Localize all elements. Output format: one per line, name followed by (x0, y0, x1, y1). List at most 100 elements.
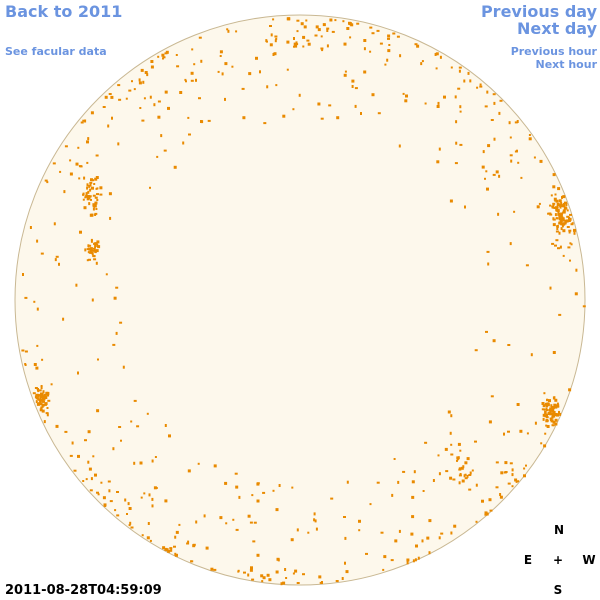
facula-speck (552, 203, 555, 207)
facula-speck (77, 146, 80, 149)
facula-speck (561, 217, 565, 221)
facula-speck (392, 32, 396, 35)
facula-speck (443, 95, 446, 99)
facula-speck (360, 112, 362, 115)
facula-speck (50, 383, 53, 386)
facula-speck (79, 165, 83, 168)
facula-speck (544, 402, 548, 406)
facula-speck (326, 29, 329, 32)
facula-speck (90, 178, 93, 182)
facula-speck (396, 35, 400, 38)
facula-speck (200, 120, 202, 123)
facula-speck (458, 474, 462, 477)
previous-day-link[interactable]: Previous day (480, 2, 597, 21)
facula-speck (141, 534, 144, 537)
facula-speck (334, 19, 337, 22)
facula-speck (302, 45, 305, 48)
facular-data-link[interactable]: See facular data (5, 45, 107, 58)
facula-speck (455, 141, 458, 145)
facula-speck (138, 81, 142, 85)
facula-speck (508, 121, 511, 125)
facula-speck (41, 404, 44, 408)
facula-speck (391, 493, 394, 497)
facula-speck (376, 481, 380, 484)
facula-speck (533, 156, 536, 159)
facula-speck (331, 30, 335, 33)
facula-speck (270, 33, 273, 37)
back-link[interactable]: Back to 2011 (5, 2, 123, 21)
facula-speck (118, 98, 122, 101)
facula-speck (438, 147, 441, 151)
facula-speck (153, 103, 156, 107)
facula-speck (96, 244, 99, 247)
facula-speck (550, 419, 554, 423)
facula-speck (499, 495, 503, 499)
facula-speck (200, 59, 203, 63)
facula-speck (523, 474, 526, 478)
facula-speck (510, 159, 513, 163)
facula-speck (291, 486, 294, 489)
facula-speck (570, 243, 573, 246)
facula-speck (561, 225, 564, 228)
facula-speck (562, 205, 566, 208)
facula-speck (402, 92, 405, 95)
facula-speck (173, 165, 177, 169)
facula-speck (64, 430, 68, 433)
facula-speck (454, 95, 457, 99)
facula-speck (42, 400, 45, 403)
compass-north: N (553, 523, 565, 537)
facula-speck (266, 40, 268, 43)
facula-speck (89, 213, 93, 217)
facula-speck (566, 209, 569, 212)
facula-speck (293, 42, 297, 46)
facula-speck (288, 17, 291, 21)
facula-speck (130, 420, 133, 423)
facula-speck (567, 220, 571, 222)
facula-speck (128, 507, 132, 510)
facula-speck (488, 498, 492, 502)
facula-speck (486, 512, 489, 516)
facula-speck (94, 212, 98, 215)
facula-speck (55, 255, 59, 258)
facula-speck (92, 247, 96, 250)
facula-speck (562, 229, 566, 233)
facula-speck (89, 489, 93, 492)
facula-speck (458, 481, 461, 485)
facula-speck (142, 80, 145, 84)
facula-speck (41, 398, 45, 402)
facula-speck (475, 483, 478, 487)
facula-speck (117, 84, 121, 87)
facula-speck (549, 204, 552, 207)
facula-speck (303, 25, 307, 29)
facula-speck (284, 568, 287, 571)
facula-speck (538, 202, 541, 205)
facula-speck (549, 286, 552, 290)
compass-south: S (553, 583, 563, 597)
facula-speck (198, 97, 201, 100)
facula-speck (555, 206, 558, 210)
facula-speck (497, 212, 500, 216)
facula-speck (416, 44, 420, 48)
facula-speck (552, 202, 556, 205)
facula-speck (156, 155, 159, 158)
facula-speck (457, 87, 461, 90)
facula-speck (39, 402, 42, 406)
facula-speck (528, 134, 531, 136)
facula-speck (82, 119, 86, 122)
facula-speck (36, 344, 39, 347)
previous-hour-link[interactable]: Previous hour (510, 45, 597, 58)
facula-speck (569, 213, 572, 216)
facula-speck (83, 206, 87, 210)
facula-speck (38, 389, 42, 392)
facula-speck (210, 567, 214, 571)
facula-speck (320, 35, 323, 38)
facula-speck (148, 493, 151, 497)
facula-speck (164, 547, 168, 551)
facula-speck (157, 55, 160, 58)
facula-speck (77, 371, 79, 375)
facula-speck (95, 196, 98, 199)
next-hour-link[interactable]: Next hour (535, 58, 598, 71)
facula-speck (89, 244, 92, 247)
next-day-link[interactable]: Next day (517, 19, 597, 38)
